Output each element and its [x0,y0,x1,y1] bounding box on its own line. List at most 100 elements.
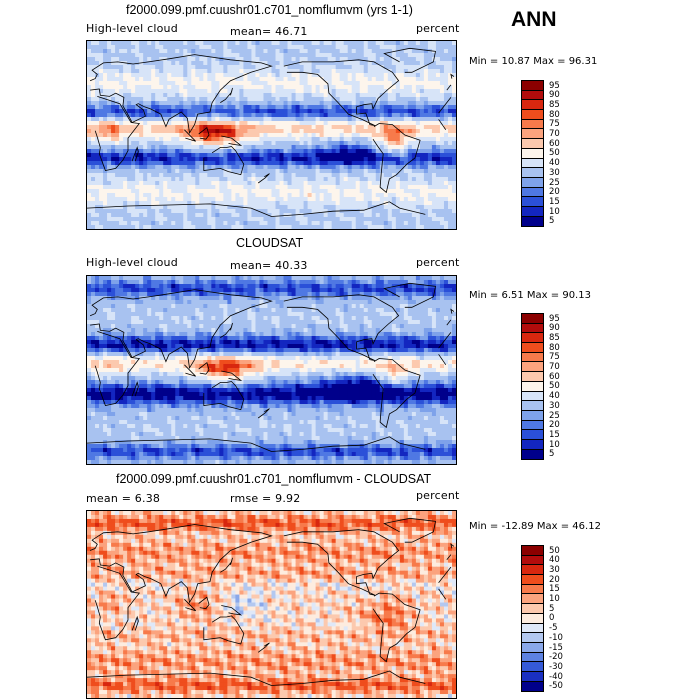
field-cell [363,189,369,194]
field-cell [215,169,220,174]
field-cell [303,149,309,154]
field-cell [251,300,257,305]
field-cell [407,213,413,218]
field-cell [199,157,204,162]
field-cell [439,81,445,86]
field-cell [319,217,325,222]
field-cell [335,81,341,86]
field-cell [135,113,140,118]
field-cell [403,41,409,46]
field-cell [147,49,152,54]
field-cell [111,161,116,166]
field-cell [431,153,437,158]
field-cell [391,217,397,222]
field-cell [303,101,309,106]
field-cell [263,65,269,70]
field-cell [179,221,184,226]
field-cell [351,65,357,70]
field-cell [91,201,96,206]
field-cell [383,125,389,130]
field-cell [351,209,357,214]
field-cell [215,105,220,110]
field-cell [379,97,385,102]
field-cell [123,221,128,226]
field-cell [431,89,437,94]
field-cell [211,189,216,194]
field-cell [103,137,108,142]
field-cell [95,93,100,98]
field-cell [199,137,204,142]
field-cell [263,292,269,297]
field-cell [203,165,208,170]
field-cell [343,177,349,182]
field-cell [103,217,108,222]
field-cell [279,81,285,86]
field-cell [267,49,273,54]
field-cell [259,201,265,206]
field-cell [291,201,297,206]
field-cell [127,165,132,170]
field-cell [419,161,425,166]
field-cell [127,173,132,178]
field-cell [175,296,180,301]
field-cell [403,125,409,130]
field-cell [87,288,92,293]
field-cell [171,181,176,186]
field-cell [415,284,421,289]
field-cell [427,157,433,162]
field-cell [215,153,220,158]
field-cell [115,117,120,122]
field-cell [351,121,357,126]
field-cell [275,81,281,86]
field-cell [275,280,281,285]
field-cell [347,85,353,90]
field-cell [379,121,385,126]
field-cell [339,133,345,138]
field-cell [447,217,453,222]
field-cell [307,101,313,106]
field-cell [187,105,192,110]
field-cell [239,101,245,106]
field-cell [311,284,317,289]
field-cell [223,288,228,293]
field-cell [111,169,116,174]
field-cell [139,201,144,206]
colorbar-tick-label: 40 [549,158,560,169]
field-cell [127,284,132,289]
field-cell [451,89,456,94]
field-cell [187,149,192,154]
field-cell [251,292,257,297]
field-cell [275,153,281,158]
field-cell [427,121,433,126]
field-cell [99,125,104,130]
field-cell [335,73,341,78]
field-cell [267,221,273,226]
field-cell [443,117,449,122]
field-cell [311,157,317,162]
field-cell [307,89,313,94]
field-cell [95,137,100,142]
field-cell [187,173,192,178]
field-cell [279,296,285,301]
field-cell [211,137,216,142]
field-cell [399,109,405,114]
field-cell [387,173,393,178]
field-cell [223,280,228,285]
field-cell [95,149,100,154]
field-cell [363,173,369,178]
field-cell [223,300,228,305]
field-cell [311,69,317,74]
field-cell [359,276,365,281]
field-cell [163,300,168,305]
field-cell [431,101,437,106]
field-cell [95,69,100,74]
field-cell [219,288,224,293]
field-cell [219,137,224,142]
field-cell [415,45,421,50]
field-cell [151,113,156,118]
field-cell [163,201,168,206]
field-cell [119,137,124,142]
field-cell [355,125,361,130]
field-cell [391,157,397,162]
field-cell [399,221,405,226]
